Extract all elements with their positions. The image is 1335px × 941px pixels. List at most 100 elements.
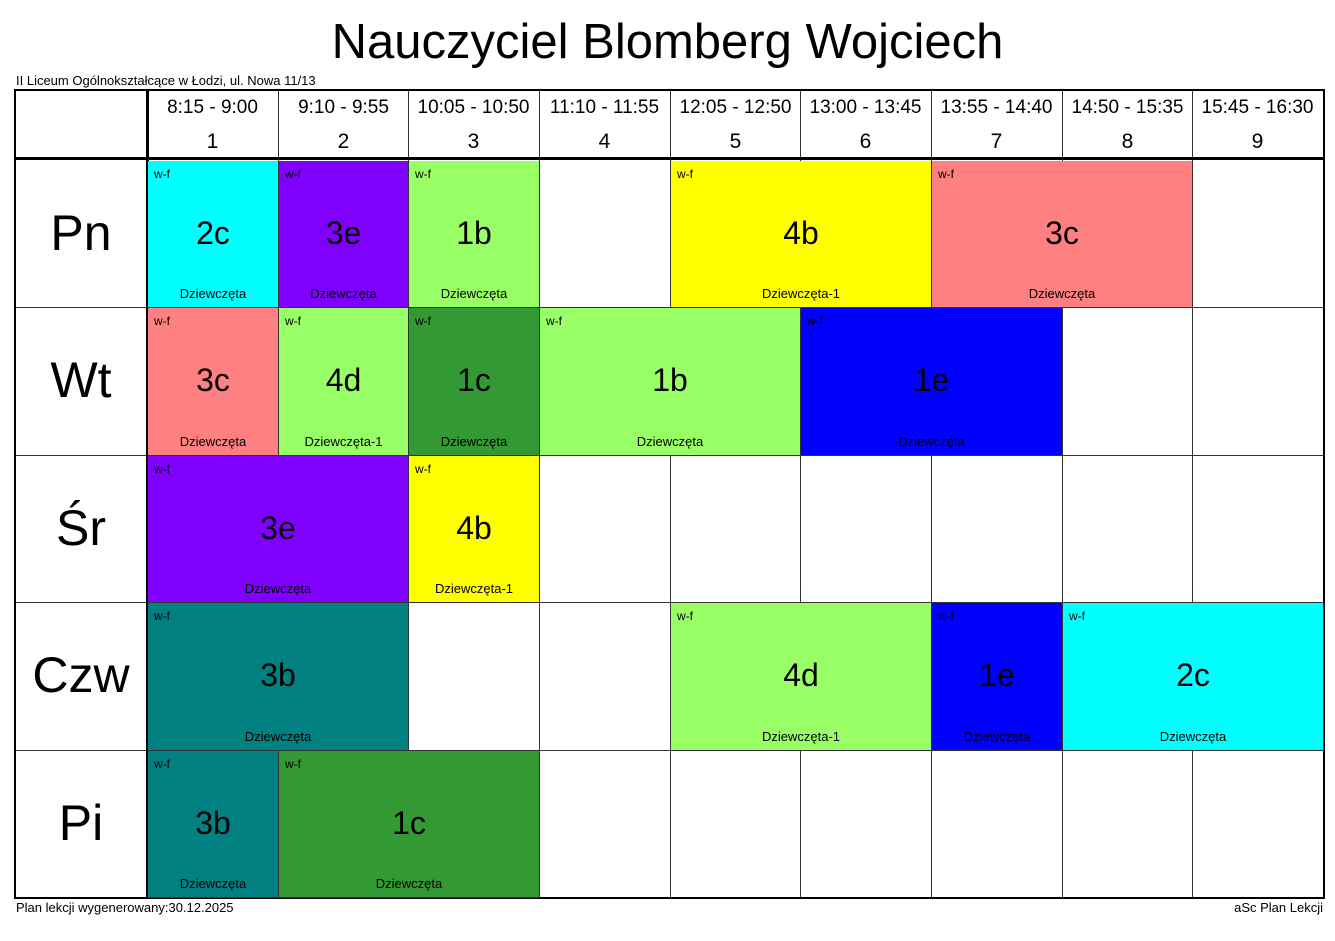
lesson-group: Dziewczęta	[440, 434, 508, 449]
period-number: 7	[990, 130, 1003, 153]
lesson-subject: w-f	[415, 462, 431, 476]
lesson-cell[interactable]: w-f 2c Dziewczęta	[148, 161, 279, 308]
grid-row-line	[16, 602, 1323, 603]
school-name: II Liceum Ogólnokształcące w Łodzi, ul. …	[16, 73, 316, 88]
lesson-cell[interactable]: w-f 1b Dziewczęta	[540, 308, 801, 456]
lesson-cell[interactable]: w-f 3b Dziewczęta	[148, 751, 279, 898]
lesson-subject: w-f	[807, 314, 823, 328]
lesson-group: Dziewczęta	[375, 876, 443, 891]
lesson-class: 4d	[783, 657, 819, 693]
period-time: 12:05 - 12:50	[679, 97, 792, 118]
period-number: 3	[467, 130, 480, 153]
period-time: 15:45 - 16:30	[1201, 97, 1314, 118]
lesson-cell[interactable]: w-f 4d Dziewczęta-1	[279, 308, 409, 456]
period-time: 14:50 - 15:35	[1071, 97, 1184, 118]
lesson-subject: w-f	[154, 609, 170, 623]
lesson-subject: w-f	[154, 167, 170, 181]
lesson-class: 3c	[196, 362, 230, 398]
lesson-group: Dziewczęta	[1159, 729, 1227, 744]
lesson-class: 1b	[652, 362, 688, 398]
lesson-group: Dziewczęta-1	[304, 434, 383, 449]
day-label: Pi	[58, 795, 104, 851]
period-number: 9	[1251, 130, 1264, 153]
day-label: Pn	[50, 205, 112, 261]
lesson-cell[interactable]: w-f 3b Dziewczęta	[148, 603, 409, 751]
grid-row-line	[16, 307, 1323, 308]
lesson-class: 1e	[979, 657, 1015, 693]
lesson-subject: w-f	[285, 314, 301, 328]
lesson-group: Dziewczęta	[963, 729, 1031, 744]
lesson-class: 2c	[196, 215, 230, 251]
lesson-cell[interactable]: w-f 3c Dziewczęta	[932, 161, 1193, 308]
generated-date: Plan lekcji wygenerowany:30.12.2025	[16, 900, 234, 915]
period-number: 1	[206, 130, 219, 153]
lesson-class: 4d	[325, 362, 362, 398]
period-number: 2	[337, 130, 350, 153]
lesson-class: 3b	[260, 657, 296, 693]
lesson-group: Dziewczęta	[244, 581, 312, 596]
lesson-cell[interactable]: w-f 3e Dziewczęta	[148, 456, 409, 603]
lesson-subject: w-f	[938, 609, 954, 623]
lesson-class: 4b	[456, 510, 492, 546]
grid-column-line	[670, 91, 671, 897]
lesson-cell[interactable]: w-f 1b Dziewczęta	[409, 161, 540, 308]
lesson-subject: w-f	[154, 314, 170, 328]
period-number: 8	[1121, 130, 1134, 153]
lesson-class: 3e	[260, 510, 296, 546]
lesson-group: Dziewczęta	[310, 286, 377, 301]
lesson-class: 1c	[457, 362, 491, 398]
app-name: aSc Plan Lekcji	[1234, 900, 1323, 915]
lesson-cell[interactable]: w-f 4d Dziewczęta-1	[671, 603, 932, 751]
lesson-group: Dziewczęta-1	[761, 729, 841, 744]
timetable-grid: 8:15 - 9:00 1 9:10 - 9:55 2 10:05 - 10:50 3 11…	[14, 89, 1325, 899]
lesson-class: 3c	[1045, 215, 1079, 251]
lesson-group: Dziewczęta	[179, 876, 247, 891]
lesson-class: 1c	[392, 805, 426, 841]
lesson-cell[interactable]: w-f 3c Dziewczęta	[148, 308, 279, 456]
lesson-subject: w-f	[677, 167, 693, 181]
lesson-subject: w-f	[1069, 609, 1085, 623]
lesson-class: 1e	[913, 362, 950, 398]
lesson-subject: w-f	[938, 167, 954, 181]
grid-column-line	[800, 91, 801, 897]
lesson-group: Dziewczęta	[244, 729, 312, 744]
day-label: Czw	[32, 647, 130, 703]
lesson-class: 3b	[195, 805, 231, 841]
lesson-group: Dziewczęta-1	[761, 286, 841, 301]
period-time: 8:15 - 9:00	[167, 97, 258, 118]
lesson-subject: w-f	[677, 609, 693, 623]
lesson-class: 4b	[783, 215, 819, 251]
lesson-cell[interactable]: w-f 1e Dziewczęta	[801, 308, 1063, 456]
lesson-cell[interactable]: w-f 1e Dziewczęta	[932, 603, 1063, 751]
lesson-cell[interactable]: w-f 1c Dziewczęta	[409, 308, 540, 456]
lesson-group: Dziewczęta	[179, 434, 247, 449]
day-column-separator	[146, 91, 149, 897]
lesson-subject: w-f	[285, 757, 301, 771]
period-time: 13:00 - 13:45	[809, 97, 922, 118]
lesson-cell[interactable]: w-f 3e Dziewczęta	[279, 161, 409, 308]
period-time: 10:05 - 10:50	[417, 97, 530, 118]
header-separator	[16, 157, 1323, 160]
period-number: 4	[598, 130, 611, 153]
lesson-subject: w-f	[285, 167, 301, 181]
lesson-group: Dziewczęta	[1028, 286, 1096, 301]
lesson-subject: w-f	[154, 757, 170, 771]
page-title: Nauczyciel Blomberg Wojciech	[331, 15, 1004, 69]
lesson-subject: w-f	[415, 167, 431, 181]
period-time: 13:55 - 14:40	[940, 97, 1053, 118]
lesson-class: 3e	[325, 215, 362, 251]
lesson-subject: w-f	[546, 314, 562, 328]
lesson-class: 2c	[1176, 657, 1210, 693]
period-time: 11:10 - 11:55	[549, 97, 660, 118]
grid-column-line	[1062, 91, 1063, 897]
lesson-cell[interactable]: w-f 4b Dziewczęta-1	[671, 161, 932, 308]
lesson-class: 1b	[456, 215, 492, 251]
lesson-cell[interactable]: w-f 2c Dziewczęta	[1063, 603, 1324, 751]
lesson-group: Dziewczęta	[898, 434, 965, 449]
grid-row-line	[16, 750, 1323, 751]
lesson-cell[interactable]: w-f 1c Dziewczęta	[279, 751, 540, 898]
lesson-cell[interactable]: w-f 4b Dziewczęta-1	[409, 456, 540, 603]
day-label: Śr	[56, 500, 106, 556]
period-time: 9:10 - 9:55	[298, 97, 389, 118]
period-number: 5	[729, 130, 742, 153]
